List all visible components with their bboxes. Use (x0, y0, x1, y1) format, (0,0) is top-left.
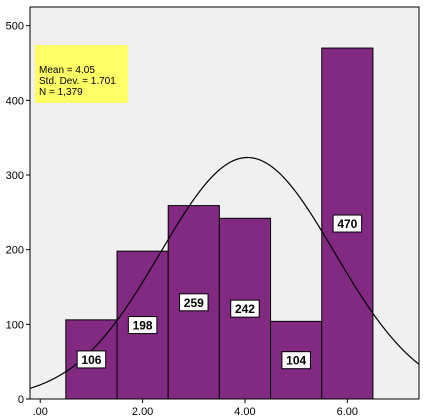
x-tick-label: 6.00 (337, 406, 358, 418)
normal-curve (29, 156, 420, 389)
bar-data-label: 104 (281, 351, 311, 370)
bar-labels: 106 198 259 242 104 470 (76, 214, 363, 370)
bar-data-label-text: 198 (133, 319, 153, 333)
bar-data-label-box (230, 299, 260, 318)
bar-data-label: 259 (179, 293, 209, 312)
y-tick-label: 500 (6, 21, 24, 33)
x-tick-label: 2.00 (132, 406, 153, 418)
y-axis: 0 100 200 300 400 500 (6, 21, 30, 406)
bar-data-label-box (127, 316, 158, 335)
y-tick-label: 0 (18, 394, 24, 406)
bar-data-label-box (332, 214, 363, 233)
bar-data-label-text: 242 (235, 302, 255, 316)
y-tick-label: 400 (6, 95, 24, 107)
x-tick-label: 4.00 (234, 406, 255, 418)
y-tick-label: 100 (6, 319, 24, 331)
plot-frame (29, 6, 420, 400)
y-tick-label: 200 (6, 245, 24, 257)
stats-mean: Mean = 4.05 (39, 65, 95, 76)
bar-data-label-text: 259 (184, 296, 204, 310)
bar-data-label: 198 (127, 316, 158, 335)
bar-data-label-box (179, 293, 209, 312)
bar-data-label-box (281, 351, 311, 370)
bar-data-label: 242 (230, 299, 260, 318)
bar-data-label-text: 106 (81, 353, 101, 367)
bar-data-label: 470 (332, 214, 363, 233)
x-tick-label: .00 (33, 406, 48, 418)
bar-data-label: 106 (76, 350, 107, 369)
stats-n: N = 1,379 (39, 87, 83, 98)
bar-data-label-text: 104 (286, 354, 306, 368)
bar-data-label-box (76, 350, 107, 369)
stats-box: Mean = 4.05 Std. Dev. = 1.701 N = 1,379 (35, 45, 128, 103)
bar-data-label-text: 470 (337, 217, 357, 231)
x-axis: .00 2.00 4.00 6.00 (33, 399, 358, 418)
stats-box-background (35, 45, 128, 103)
histogram-bar (270, 320, 323, 400)
stats-std-dev: Std. Dev. = 1.701 (39, 76, 116, 87)
y-tick-label: 300 (6, 170, 24, 182)
